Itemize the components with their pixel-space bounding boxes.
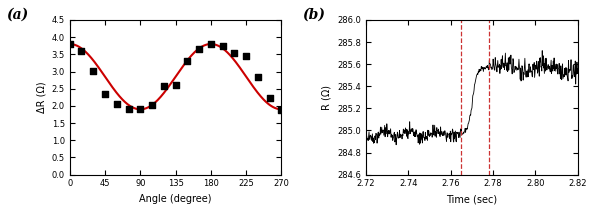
Point: [253, 75, 263, 78]
Point: [89, 69, 98, 73]
Point: [206, 42, 216, 46]
Point: [77, 49, 86, 53]
Point: [171, 84, 181, 87]
Point: [112, 103, 122, 106]
Point: [241, 54, 251, 58]
Y-axis label: R (Ω): R (Ω): [322, 85, 332, 110]
Point: [159, 84, 169, 88]
Y-axis label: ΔR (Ω): ΔR (Ω): [36, 81, 46, 113]
Point: [230, 51, 239, 54]
Text: (b): (b): [302, 8, 326, 22]
Point: [277, 108, 286, 112]
Point: [265, 97, 274, 100]
Point: [100, 92, 110, 96]
Point: [135, 108, 145, 111]
Point: [65, 42, 74, 46]
Point: [124, 107, 133, 110]
Text: (a): (a): [6, 8, 29, 22]
Point: [147, 104, 157, 107]
X-axis label: Time (sec): Time (sec): [446, 194, 498, 204]
Point: [194, 47, 204, 51]
X-axis label: Angle (degree): Angle (degree): [140, 194, 212, 204]
Point: [218, 44, 228, 47]
Point: [182, 60, 192, 63]
